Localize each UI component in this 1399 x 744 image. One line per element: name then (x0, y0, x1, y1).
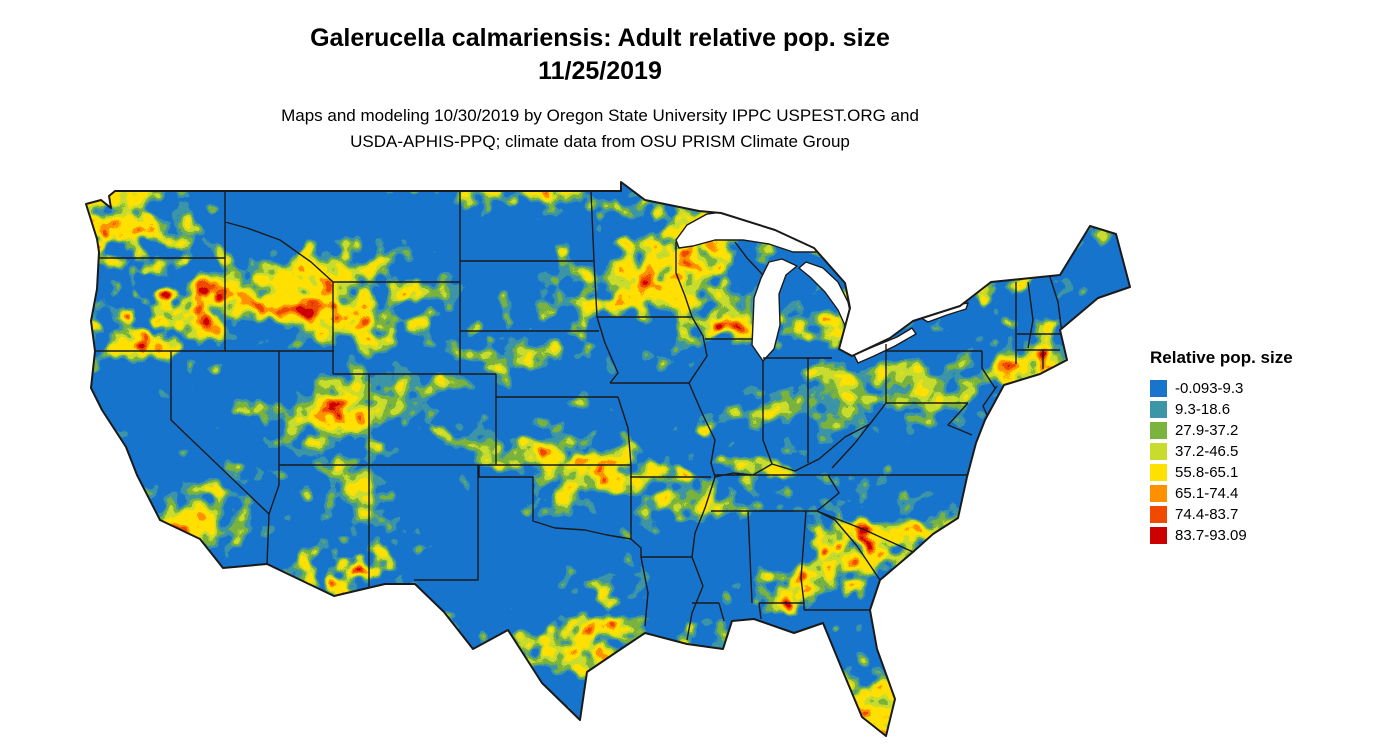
lake-erie-icon (853, 327, 917, 364)
legend-entry: 83.7-93.09 (1150, 527, 1390, 544)
figure-credits: Maps and modeling 10/30/2019 by Oregon S… (0, 103, 1200, 154)
figure-header: Galerucella calmariensis: Adult relative… (0, 22, 1200, 154)
legend-entries: -0.093-9.3 9.3-18.6 27.9-37.2 37.2-46.5 55.8… (1150, 380, 1390, 544)
legend-entry: -0.093-9.3 (1150, 380, 1390, 397)
legend-color-swatch (1150, 380, 1167, 397)
legend-range-label: 74.4-83.7 (1175, 506, 1239, 523)
legend-color-swatch (1150, 443, 1167, 460)
legend-color-swatch (1150, 422, 1167, 439)
state-borders (95, 190, 1063, 641)
legend-range-label: -0.093-9.3 (1175, 380, 1244, 397)
legend-entry: 65.1-74.4 (1150, 485, 1390, 502)
legend-entry: 37.2-46.5 (1150, 443, 1390, 460)
legend-color-swatch (1150, 527, 1167, 544)
figure-title-line2: 11/25/2019 (538, 56, 662, 85)
legend-entry: 9.3-18.6 (1150, 401, 1390, 418)
us-population-map (85, 181, 1131, 737)
lake-michigan-icon (751, 258, 798, 362)
legend-title: Relative pop. size (1150, 348, 1293, 367)
legend-color-swatch (1150, 506, 1167, 523)
legend-range-label: 65.1-74.4 (1175, 485, 1239, 502)
legend-range-label: 37.2-46.5 (1175, 443, 1239, 460)
credits-line2: USDA-APHIS-PPQ; climate data from OSU PR… (350, 131, 850, 151)
figure-title-line1: Galerucella calmariensis: Adult relative… (310, 24, 890, 52)
legend-range-label: 55.8-65.1 (1175, 464, 1239, 481)
us-outline (85, 181, 1131, 737)
legend: Relative pop. size -0.093-9.3 9.3-18.6 27.… (1150, 348, 1390, 548)
legend-color-swatch (1150, 464, 1167, 481)
legend-entry: 27.9-37.2 (1150, 422, 1390, 439)
legend-range-label: 83.7-93.09 (1175, 527, 1247, 544)
credits-line1: Maps and modeling 10/30/2019 by Oregon S… (281, 106, 919, 125)
population-raster (86, 182, 1130, 736)
legend-color-swatch (1150, 485, 1167, 502)
legend-entry: 74.4-83.7 (1150, 506, 1390, 523)
legend-entry: 55.8-65.1 (1150, 464, 1390, 481)
legend-color-swatch (1150, 401, 1167, 418)
legend-range-label: 27.9-37.2 (1175, 422, 1239, 439)
legend-range-label: 9.3-18.6 (1175, 401, 1231, 418)
map-land-group (86, 182, 1130, 736)
